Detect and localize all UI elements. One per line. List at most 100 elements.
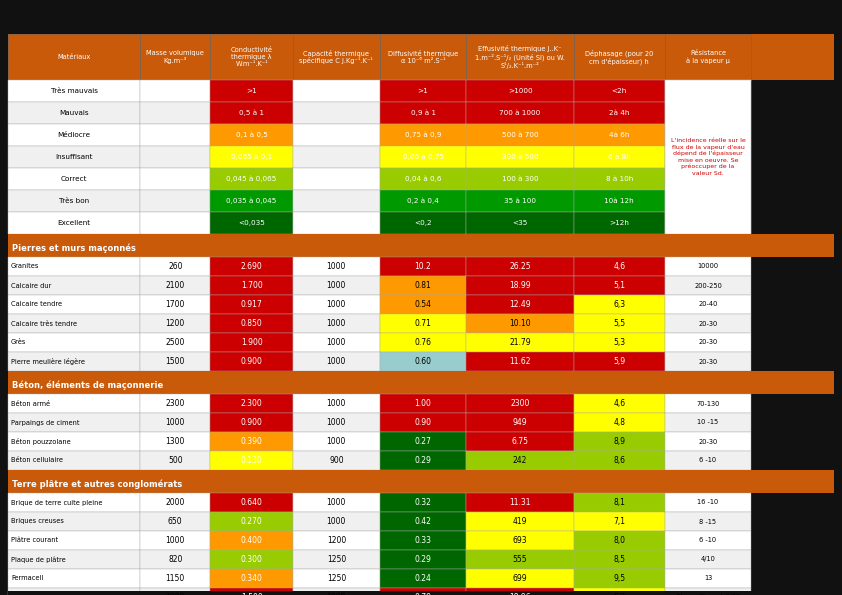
- Text: 13: 13: [704, 575, 712, 581]
- Text: 0,2 à 0,4: 0,2 à 0,4: [408, 198, 439, 204]
- Bar: [380, 333, 466, 352]
- Bar: [466, 102, 573, 124]
- Bar: [8, 588, 140, 595]
- Bar: [466, 493, 573, 512]
- Bar: [293, 394, 380, 413]
- Text: 900: 900: [329, 456, 344, 465]
- Bar: [664, 295, 751, 314]
- Text: Mortier riche (ciment ou chaux): Mortier riche (ciment ou chaux): [11, 594, 116, 595]
- Text: >12h: >12h: [610, 220, 629, 226]
- Text: 0.390: 0.390: [241, 437, 263, 446]
- Text: 2.300: 2.300: [241, 399, 263, 408]
- Text: 10.10: 10.10: [509, 319, 531, 328]
- Text: 2000: 2000: [166, 498, 185, 507]
- Bar: [293, 512, 380, 531]
- Text: >1: >1: [418, 88, 429, 94]
- Text: 0.29: 0.29: [414, 555, 431, 564]
- Bar: [664, 333, 751, 352]
- Text: 200-250: 200-250: [694, 283, 722, 289]
- Text: Diffusivité thermique
α 10⁻⁶ m².S⁻¹: Diffusivité thermique α 10⁻⁶ m².S⁻¹: [388, 50, 458, 64]
- Text: 1000: 1000: [166, 418, 185, 427]
- Bar: [573, 451, 664, 470]
- Text: 0,065 à 0,1: 0,065 à 0,1: [231, 154, 272, 160]
- Bar: [466, 352, 573, 371]
- Bar: [380, 588, 466, 595]
- Text: 5,9: 5,9: [613, 357, 626, 366]
- Bar: [664, 394, 751, 413]
- Bar: [140, 352, 210, 371]
- Text: 1.500: 1.500: [241, 593, 263, 595]
- Text: 12.49: 12.49: [509, 300, 531, 309]
- Text: Béton, éléments de maçonnerie: Béton, éléments de maçonnerie: [12, 380, 163, 390]
- Bar: [664, 168, 751, 190]
- Text: 0,06 à 0,75: 0,06 à 0,75: [402, 154, 444, 160]
- Text: Correct: Correct: [61, 176, 88, 182]
- Text: 300 à 500: 300 à 500: [502, 154, 538, 160]
- Bar: [8, 475, 834, 493]
- Text: 8 -15: 8 -15: [700, 518, 717, 525]
- Bar: [466, 124, 573, 146]
- Bar: [664, 257, 751, 276]
- Bar: [140, 333, 210, 352]
- Text: 0.300: 0.300: [241, 555, 263, 564]
- Bar: [466, 512, 573, 531]
- Text: 35 à 100: 35 à 100: [504, 198, 536, 204]
- Bar: [466, 569, 573, 588]
- Text: 26.25: 26.25: [509, 262, 531, 271]
- Bar: [664, 531, 751, 550]
- Text: 8,9: 8,9: [613, 437, 626, 446]
- Text: 0.340: 0.340: [241, 574, 263, 583]
- Text: 18.96: 18.96: [509, 593, 531, 595]
- Bar: [140, 276, 210, 295]
- Text: Masse volumique
Kg.m⁻³: Masse volumique Kg.m⁻³: [147, 50, 205, 64]
- Text: 6 à 8h: 6 à 8h: [608, 154, 631, 160]
- Bar: [664, 276, 751, 295]
- Bar: [210, 314, 293, 333]
- Bar: [380, 257, 466, 276]
- Text: 20-30: 20-30: [698, 321, 717, 327]
- Bar: [293, 432, 380, 451]
- Text: Déphasage (pour 20
cm d'épaisseur) h: Déphasage (pour 20 cm d'épaisseur) h: [585, 49, 653, 65]
- Text: <0,2: <0,2: [414, 220, 432, 226]
- Bar: [573, 569, 664, 588]
- Bar: [573, 276, 664, 295]
- Bar: [664, 493, 751, 512]
- Text: 11.31: 11.31: [509, 498, 530, 507]
- Bar: [573, 212, 664, 234]
- Bar: [573, 168, 664, 190]
- Bar: [293, 212, 380, 234]
- Text: Mauvais: Mauvais: [59, 110, 89, 116]
- Bar: [466, 80, 573, 102]
- Bar: [466, 550, 573, 569]
- Text: 1300: 1300: [166, 437, 185, 446]
- Bar: [8, 80, 140, 102]
- Text: 1500: 1500: [166, 357, 185, 366]
- Bar: [210, 168, 293, 190]
- Bar: [210, 432, 293, 451]
- Bar: [664, 212, 751, 234]
- Bar: [210, 531, 293, 550]
- Bar: [573, 550, 664, 569]
- Bar: [380, 550, 466, 569]
- Bar: [140, 550, 210, 569]
- Bar: [140, 102, 210, 124]
- Bar: [293, 333, 380, 352]
- Bar: [210, 451, 293, 470]
- Bar: [8, 569, 140, 588]
- Bar: [466, 190, 573, 212]
- Bar: [140, 569, 210, 588]
- Text: 2300: 2300: [166, 399, 185, 408]
- Bar: [664, 550, 751, 569]
- Bar: [466, 413, 573, 432]
- Bar: [380, 276, 466, 295]
- Text: 8,0: 8,0: [613, 536, 626, 545]
- Bar: [210, 569, 293, 588]
- Text: 0,04 à 0,6: 0,04 à 0,6: [405, 176, 441, 182]
- Bar: [466, 146, 573, 168]
- Text: 0.76: 0.76: [414, 338, 432, 347]
- Bar: [8, 470, 834, 475]
- Bar: [380, 190, 466, 212]
- Bar: [140, 512, 210, 531]
- Bar: [140, 146, 210, 168]
- Bar: [466, 588, 573, 595]
